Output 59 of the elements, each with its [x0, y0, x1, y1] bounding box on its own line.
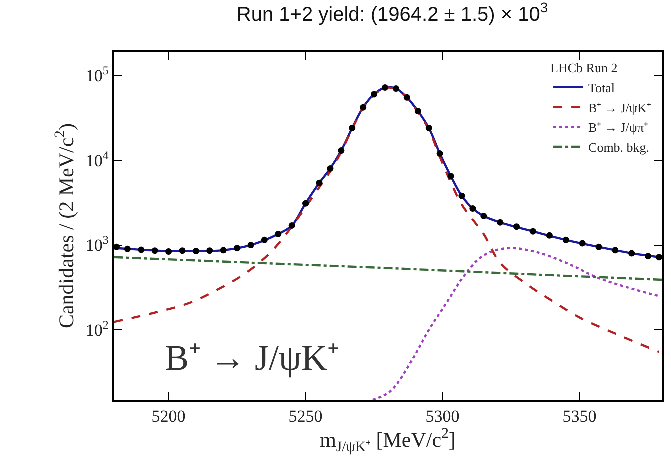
legend-label: Total: [588, 80, 616, 96]
x-tick-label: 5350: [562, 407, 597, 426]
point: [179, 248, 186, 254]
legend-label: B⁺ → J/ψπ⁺: [588, 120, 648, 136]
line-series: [114, 256, 662, 282]
y-tick-label: 10$^{5}$: [86, 63, 109, 86]
line-series: [372, 247, 660, 400]
x-tick-label: 5200: [152, 407, 186, 426]
point: [206, 248, 214, 254]
point: [392, 86, 400, 92]
point: [579, 240, 586, 247]
point: [327, 165, 334, 172]
point: [530, 228, 536, 235]
point: [248, 242, 254, 249]
point: [234, 245, 241, 252]
point: [360, 104, 367, 111]
point: [612, 247, 619, 254]
point: [645, 253, 652, 260]
point: [138, 246, 145, 254]
point: [166, 248, 172, 255]
point: [497, 219, 504, 226]
point: [152, 248, 158, 254]
point: [448, 173, 454, 180]
point: [480, 213, 488, 220]
legend-label: Comb. bkg.: [588, 140, 650, 156]
point: [470, 205, 476, 212]
chart-title: Run 1+2 yield: (1964.2 ± 1.5) × 10$^{3}$: [236, 0, 548, 26]
point: [220, 247, 227, 254]
point: [302, 200, 310, 207]
point: [426, 124, 432, 132]
x-tick-label: 5300: [426, 407, 460, 426]
point: [382, 84, 389, 91]
point: [275, 230, 282, 238]
point: [562, 236, 570, 244]
point: [371, 91, 378, 98]
x-tick-label: 5250: [288, 407, 323, 426]
point: [596, 244, 602, 250]
y-tick-label: 10$^{3}$: [86, 233, 109, 256]
point: [458, 192, 466, 200]
annotation: B⁺ → J/ψK⁺: [165, 338, 340, 378]
point: [192, 248, 200, 255]
point: [404, 94, 410, 101]
y-tick-label: 10$^{4}$: [86, 148, 109, 170]
point: [436, 150, 444, 157]
point: [338, 148, 345, 154]
point: [261, 236, 268, 244]
point: [514, 224, 520, 230]
point: [546, 232, 553, 239]
point: [124, 246, 131, 252]
point: [316, 180, 323, 186]
point: [288, 222, 296, 229]
legend-title: LHCb Run 2: [550, 60, 618, 76]
y-tick-label: 10$^{2}$: [86, 318, 109, 340]
legend-label: B⁺ → J/ψK⁺: [588, 100, 651, 116]
x-axis-title: m$_{J/ψK⁺}$ [MeV/c$^{2}$]: [320, 426, 456, 456]
point: [349, 124, 356, 132]
point: [656, 254, 662, 261]
point: [628, 250, 636, 257]
point: [414, 108, 422, 115]
